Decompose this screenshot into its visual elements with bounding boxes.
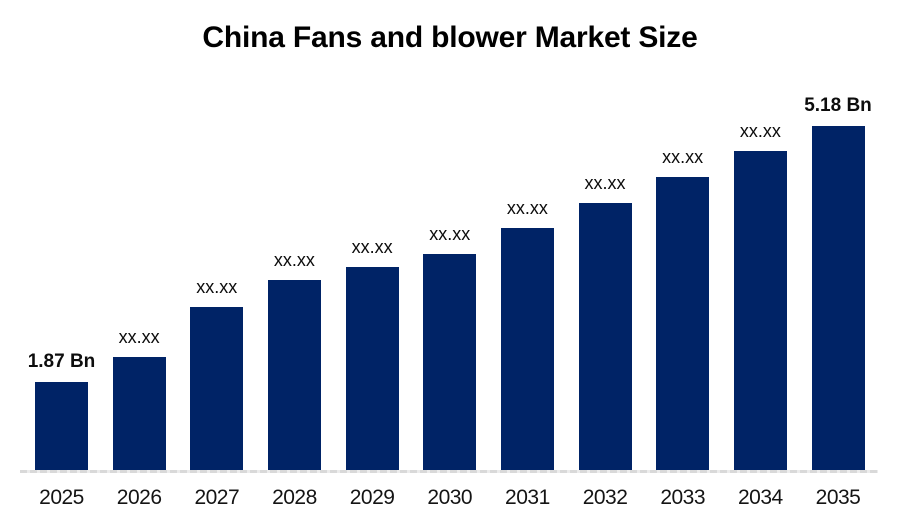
bar-value-label: xx.xx [118,327,160,347]
bar-2029 [345,267,399,470]
bar-value-label: xx.xx [351,237,393,257]
x-axis-tick-label: 2027 [194,486,240,509]
bar-2031 [500,228,554,470]
bar-value-label: 1.87 Bn [27,351,96,372]
x-axis-tick-label: 2029 [349,486,395,509]
bar-2025 [35,382,88,470]
bar-value-label: 5.18 Bn [804,95,872,116]
bar-2030 [423,254,477,470]
bar-value-label: xx.xx [196,277,238,297]
x-axis-tick-label: 2026 [116,486,162,509]
x-axis-tick-label: 2032 [582,486,628,509]
bar-value-label: xx.xx [662,147,704,167]
bar-value-label: xx.xx [429,224,471,244]
bar-2027 [190,307,244,470]
bar-value-label: xx.xx [739,121,781,141]
bar-value-label: xx.xx [506,198,548,218]
bar-2033 [656,177,710,470]
bar-2028 [267,280,321,470]
x-axis-tick-label: 2035 [815,486,861,509]
x-axis-tick-label: 2034 [737,486,783,509]
bar-2026 [112,357,166,470]
bar-value-label: xx.xx [273,250,315,270]
x-axis-tick-label: 2031 [505,486,550,509]
bar-value-label: xx.xx [584,173,626,193]
bar-2034 [733,151,787,470]
bar-2035 [811,126,865,470]
x-axis-tick-label: 2030 [427,486,473,509]
x-axis-tick-label: 2025 [39,486,84,509]
chart-title: China Fans and blower Market Size [202,21,698,54]
x-axis-tick-label: 2028 [272,486,317,509]
x-axis-line [20,470,878,473]
x-axis-tick-label: 2033 [660,486,706,509]
bar-2032 [578,203,632,470]
